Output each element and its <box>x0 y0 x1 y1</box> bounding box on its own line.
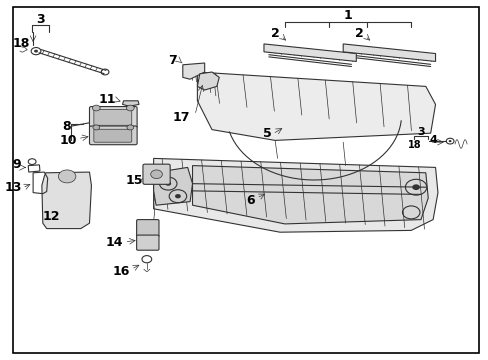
Text: 12: 12 <box>43 210 60 223</box>
FancyBboxPatch shape <box>94 129 131 142</box>
Text: 3: 3 <box>416 127 424 138</box>
Polygon shape <box>42 172 91 229</box>
Text: 2: 2 <box>354 27 363 40</box>
Circle shape <box>175 194 181 198</box>
Polygon shape <box>192 166 427 224</box>
Text: 11: 11 <box>98 93 116 105</box>
Circle shape <box>93 125 100 130</box>
Text: 18: 18 <box>407 140 421 150</box>
Text: 8: 8 <box>62 120 71 132</box>
FancyBboxPatch shape <box>136 235 159 250</box>
Text: 6: 6 <box>246 194 255 207</box>
Text: 2: 2 <box>270 27 279 40</box>
FancyBboxPatch shape <box>94 109 131 125</box>
Text: 4: 4 <box>428 135 436 145</box>
Text: 10: 10 <box>59 134 77 147</box>
Polygon shape <box>153 167 192 205</box>
Polygon shape <box>153 158 437 232</box>
Text: 13: 13 <box>4 181 21 194</box>
Circle shape <box>126 105 134 111</box>
Circle shape <box>58 170 76 183</box>
Polygon shape <box>343 44 435 62</box>
FancyBboxPatch shape <box>89 126 137 145</box>
Text: 7: 7 <box>168 54 177 67</box>
Circle shape <box>448 140 450 142</box>
Polygon shape <box>264 44 356 62</box>
Text: 16: 16 <box>113 265 130 278</box>
Polygon shape <box>197 72 219 90</box>
Text: 14: 14 <box>106 237 123 249</box>
FancyBboxPatch shape <box>142 164 170 184</box>
Polygon shape <box>122 101 139 106</box>
Circle shape <box>34 50 38 53</box>
Text: 15: 15 <box>125 174 142 187</box>
Circle shape <box>92 105 100 111</box>
Text: 9: 9 <box>13 158 21 171</box>
Circle shape <box>165 181 171 186</box>
Text: 3: 3 <box>36 13 44 26</box>
FancyBboxPatch shape <box>136 220 159 237</box>
Text: 1: 1 <box>343 9 352 22</box>
Circle shape <box>411 184 419 190</box>
FancyBboxPatch shape <box>89 107 137 128</box>
Polygon shape <box>197 72 435 140</box>
Polygon shape <box>183 63 204 79</box>
Circle shape <box>127 125 133 130</box>
Circle shape <box>150 170 162 179</box>
Text: 18: 18 <box>13 37 30 50</box>
Text: 5: 5 <box>263 127 272 140</box>
Text: 17: 17 <box>172 111 190 123</box>
